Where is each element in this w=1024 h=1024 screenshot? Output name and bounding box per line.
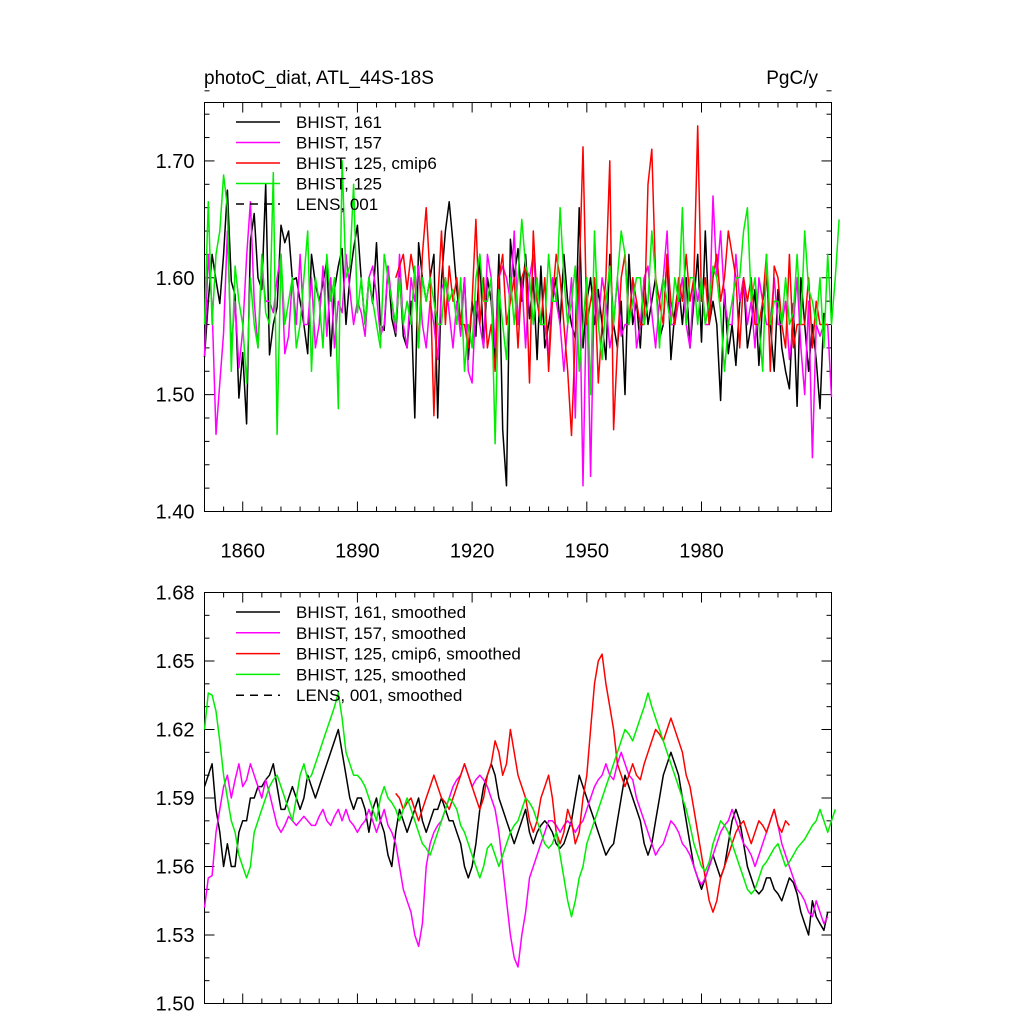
y-tick-label: 1.59 bbox=[156, 788, 195, 810]
legend-entry: BHIST, 161 bbox=[296, 113, 382, 132]
series-line-1 bbox=[203, 195, 833, 487]
top-panel-series bbox=[203, 125, 840, 487]
legend-entry: BHIST, 125, cmip6 bbox=[296, 154, 437, 173]
series-line-3 bbox=[203, 160, 840, 445]
bottom-panel-legend: BHIST, 161, smoothed BHIST, 157, smoothed… bbox=[236, 603, 521, 705]
y-tick-label: 1.65 bbox=[156, 651, 195, 673]
legend-entry: LENS, 001 bbox=[296, 195, 378, 214]
legend-entry: BHIST, 125, cmip6, smoothed bbox=[296, 645, 521, 664]
y-tick-label: 1.53 bbox=[156, 925, 195, 947]
legend-entry: BHIST, 157 bbox=[296, 134, 382, 153]
series-line-1 bbox=[203, 751, 829, 968]
top-panel-units: PgC/y bbox=[766, 68, 818, 89]
x-tick-label: 1890 bbox=[335, 541, 380, 563]
bottom-panel-series bbox=[203, 653, 837, 968]
y-tick-label: 1.56 bbox=[156, 857, 195, 879]
legend-entry: BHIST, 161, smoothed bbox=[296, 603, 466, 622]
x-tick-label: 1860 bbox=[220, 541, 265, 563]
series-line-0 bbox=[203, 183, 825, 487]
x-tick-label: 1980 bbox=[679, 541, 724, 563]
y-tick-label: 1.68 bbox=[156, 583, 195, 605]
x-tick-label: 1920 bbox=[450, 541, 495, 563]
legend-entry: BHIST, 125, smoothed bbox=[296, 665, 466, 684]
series-line-2 bbox=[395, 653, 790, 913]
y-tick-label: 1.50 bbox=[156, 994, 195, 1016]
legend-entry: BHIST, 125 bbox=[296, 175, 382, 194]
x-tick-label: 1950 bbox=[565, 541, 610, 563]
series-line-3 bbox=[203, 692, 837, 918]
bottom-panel: 1.50 1.53 1.56 1.59 1.62 1.65 1.68 BHIST, 161,… bbox=[156, 583, 837, 1016]
y-tick-label: 1.62 bbox=[156, 720, 195, 742]
top-panel-title: photoC_diat, ATL_44S-18S bbox=[204, 68, 434, 89]
legend-entry: BHIST, 157, smoothed bbox=[296, 624, 466, 643]
y-tick-label: 1.50 bbox=[156, 385, 195, 407]
legend-entry: LENS, 001, smoothed bbox=[296, 686, 462, 705]
bottom-panel-ticks: 1.50 1.53 1.56 1.59 1.62 1.65 1.68 bbox=[156, 583, 832, 1016]
y-tick-label: 1.40 bbox=[156, 502, 195, 524]
top-panel: photoC_diat, ATL_44S-18S PgC/y 1.40 1.50 1… bbox=[156, 68, 840, 563]
y-tick-label: 1.70 bbox=[156, 151, 195, 173]
y-tick-label: 1.60 bbox=[156, 268, 195, 290]
